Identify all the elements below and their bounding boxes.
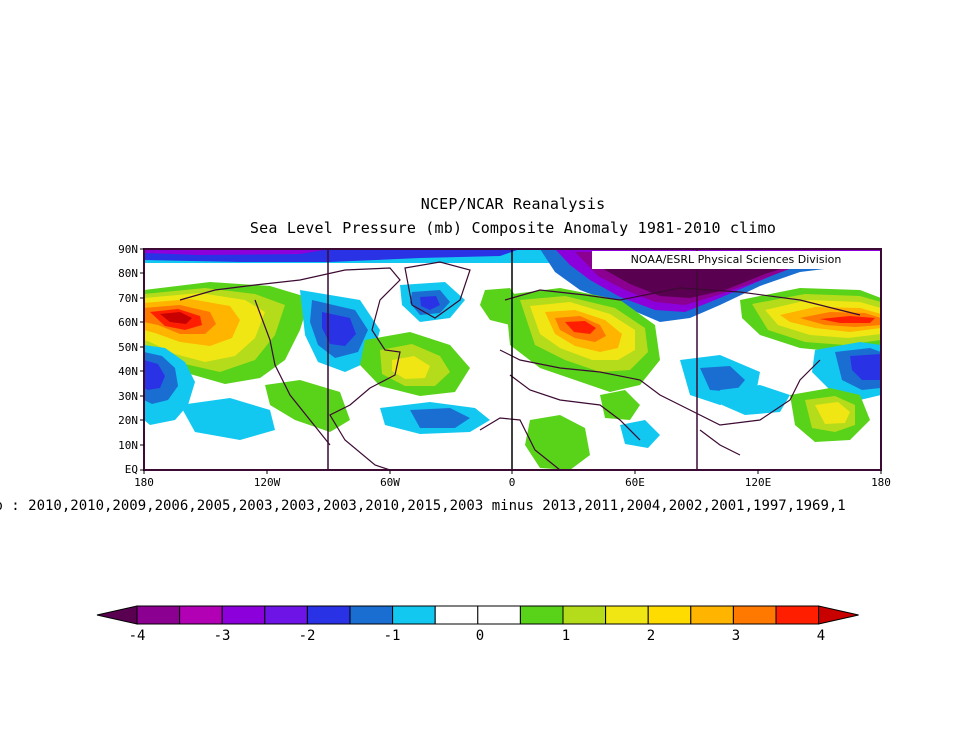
colorbar-box: [306, 605, 351, 625]
colorbar-tick-label: -2: [298, 628, 316, 644]
colorbar-box: [519, 605, 564, 625]
colorbar-tick-label: 4: [816, 628, 826, 644]
lon-label: 120W: [253, 476, 281, 489]
credit-label: NOAA/ESRL Physical Sciences Division: [592, 251, 880, 269]
lon-label: 180: [871, 476, 891, 489]
colorbar-box: [732, 605, 777, 625]
lat-label: 90N: [118, 243, 138, 256]
colorbar-box: [434, 605, 479, 625]
lat-label: 80N: [118, 267, 138, 280]
chart-title: NCEP/NCAR Reanalysis: [420, 195, 606, 213]
colorbar-arrow-high: [818, 605, 859, 625]
coastlines: [179, 261, 861, 470]
colorbar-box: [647, 605, 692, 625]
lon-label: 180: [134, 476, 154, 489]
colorbar-box: [605, 605, 649, 625]
colorbar-tick-label: -1: [383, 628, 401, 644]
lon-label: 120E: [744, 476, 772, 489]
colorbar-tick-label: 2: [646, 628, 656, 644]
lat-label: 20N: [118, 414, 138, 427]
lat-label: 50N: [118, 341, 138, 354]
colorbar-box: [690, 605, 734, 625]
colorbar-tick-label: 1: [561, 628, 571, 644]
colorbar-tick-label: -4: [128, 628, 146, 644]
lat-label: 10N: [118, 439, 138, 452]
lat-label: 30N: [118, 390, 138, 403]
chart-subtitle: Sea Level Pressure (mb) Composite Anomal…: [249, 219, 777, 237]
lat-label: 60N: [118, 316, 138, 329]
colorbar-box: [221, 605, 266, 625]
lat-label: 70N: [118, 292, 138, 305]
axis-ticks: [140, 248, 882, 474]
colorbar-box: [349, 605, 394, 625]
colorbar-tick-label: -3: [213, 628, 231, 644]
lon-label: 60E: [625, 476, 645, 489]
caption-text: ep : 2010,2010,2009,2006,2005,2003,2003,…: [0, 498, 846, 514]
lat-label: 40N: [118, 365, 138, 378]
colorbar-box: [264, 605, 308, 625]
lat-label: EQ: [124, 463, 138, 476]
composite-caption: ep : 2010,2010,2009,2006,2005,2003,2003,…: [0, 498, 960, 518]
colorbar-box: [562, 605, 607, 625]
colorbar-tick-label: 0: [475, 628, 485, 644]
lon-label: 0: [508, 476, 516, 489]
colorbar-box: [136, 605, 181, 625]
colorbar-box: [775, 605, 820, 625]
colorbar-arrow-low: [96, 605, 138, 625]
colorbar-box: [392, 605, 436, 625]
colorbar-tick-label: 3: [731, 628, 741, 644]
lon-label: 60W: [380, 476, 400, 489]
colorbar-box: [477, 605, 521, 625]
colorbar-box: [179, 605, 223, 625]
colorbar: [96, 605, 859, 625]
